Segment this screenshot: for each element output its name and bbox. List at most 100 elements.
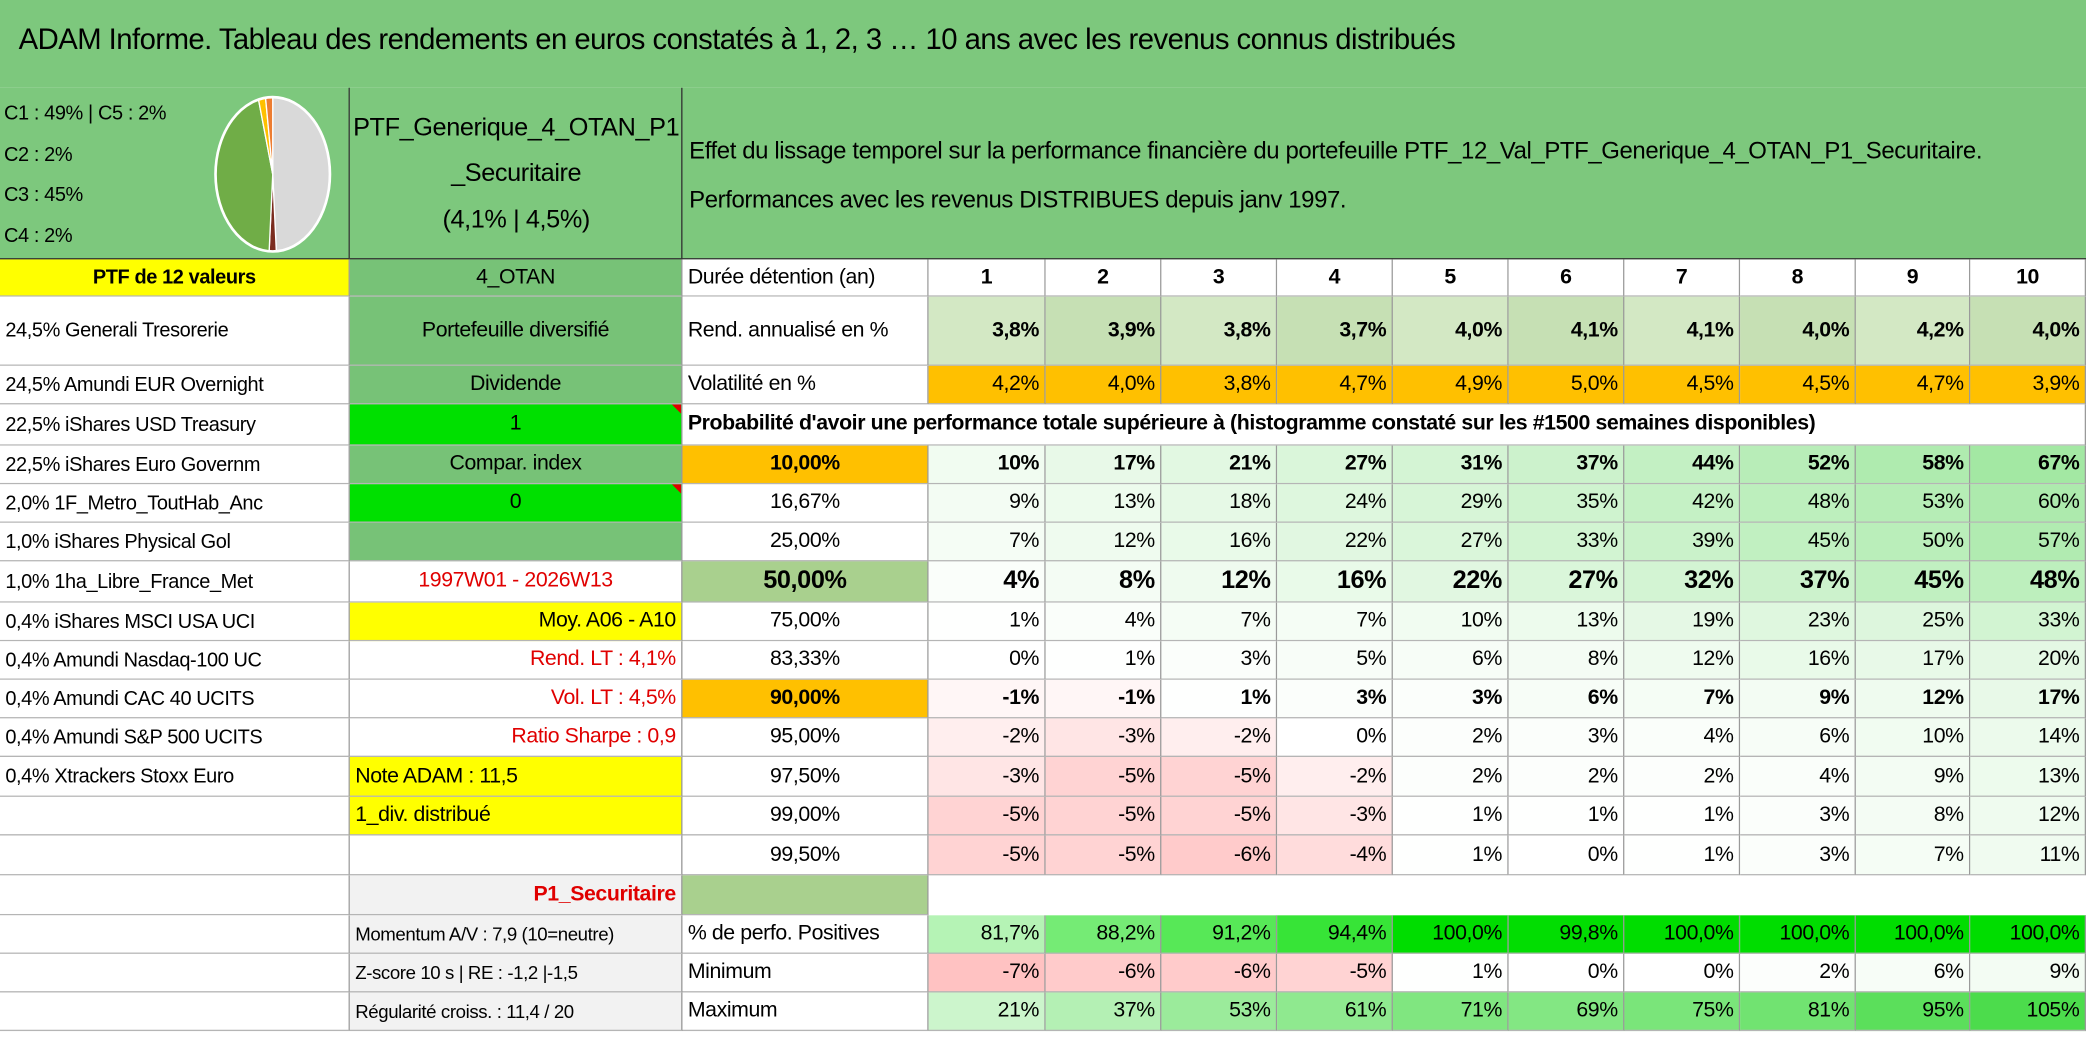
volatility-value: 4,7% bbox=[1277, 365, 1393, 405]
maximum-value: 95% bbox=[1855, 992, 1971, 1032]
side-panel-cell: 1997W01 - 2026W13 bbox=[349, 561, 683, 603]
side-panel-cell: 1 bbox=[349, 404, 683, 446]
volatility-value: 3,9% bbox=[1970, 365, 2086, 405]
percentile-value: 12% bbox=[1970, 796, 2086, 836]
percentile-value: 67% bbox=[1970, 445, 2086, 485]
percentile-value: 12% bbox=[1855, 679, 1971, 719]
percentile-value: 27% bbox=[1508, 561, 1625, 603]
percentile-value: 20% bbox=[1970, 641, 2086, 680]
percentile-value: 3% bbox=[1392, 679, 1509, 719]
side-panel-cell: Note ADAM : 11,5 bbox=[349, 756, 683, 797]
holdings-header: PTF de 12 valeurs bbox=[0, 259, 350, 297]
minimum-value: -6% bbox=[1161, 953, 1278, 993]
percentile-value: 9% bbox=[1855, 756, 1971, 797]
percentile-level: 99,50% bbox=[682, 835, 929, 876]
percentile-value: 3% bbox=[1740, 796, 1856, 836]
percentile-value: 17% bbox=[1855, 641, 1971, 680]
side-panel-cell: 0 bbox=[349, 484, 683, 523]
percentile-value: 19% bbox=[1624, 602, 1741, 642]
portfolio-line: PTF_Generique_4_OTAN_P1 bbox=[353, 114, 680, 143]
row-label: Volatilité en % bbox=[682, 365, 929, 405]
portfolio-line: (4,1% | 4,5%) bbox=[442, 206, 590, 235]
pie-slice bbox=[272, 96, 331, 253]
percentile-value: 7% bbox=[928, 522, 1046, 562]
holding: 0,4% Xtrackers Stoxx Euro bbox=[0, 756, 350, 797]
percentile-level: 75,00% bbox=[682, 602, 929, 642]
percentile-level: 97,50% bbox=[682, 756, 929, 797]
percentile-value: 37% bbox=[1740, 561, 1856, 603]
maximum-value: 81% bbox=[1740, 992, 1856, 1032]
percentile-value: 31% bbox=[1392, 445, 1509, 485]
return-value: 3,9% bbox=[1045, 296, 1162, 366]
side-panel-cell: Portefeuille diversifié bbox=[349, 296, 683, 366]
positive-value: 100,0% bbox=[1392, 915, 1509, 954]
row-label: Minimum bbox=[682, 953, 929, 993]
percentile-value: 6% bbox=[1392, 641, 1509, 680]
percentile-value: 1% bbox=[1508, 796, 1625, 836]
percentile-value: 22% bbox=[1277, 522, 1393, 562]
side-panel-cell bbox=[349, 522, 683, 562]
percentile-value: -3% bbox=[1045, 718, 1162, 757]
return-value: 4,2% bbox=[1855, 296, 1971, 366]
volatility-value: 4,7% bbox=[1855, 365, 1971, 405]
pie-chart bbox=[214, 95, 332, 253]
portfolio-line: _Securitaire bbox=[451, 159, 582, 188]
side-panel-cell: P1_Securitaire bbox=[349, 875, 683, 916]
empty-cell bbox=[0, 953, 350, 993]
percentile-value: 39% bbox=[1624, 522, 1741, 562]
minimum-value: 2% bbox=[1740, 953, 1856, 993]
percentile-value: 8% bbox=[1508, 641, 1625, 680]
percentile-value: 5% bbox=[1277, 641, 1393, 680]
percentile-value: 7% bbox=[1624, 679, 1741, 719]
empty-cell bbox=[1624, 875, 1741, 916]
minimum-value: -7% bbox=[928, 953, 1046, 993]
volatility-value: 4,0% bbox=[1045, 365, 1162, 405]
percentile-value: -2% bbox=[1161, 718, 1278, 757]
percentile-value: 10% bbox=[928, 445, 1046, 485]
percentile-value: 29% bbox=[1392, 484, 1509, 523]
empty-cell bbox=[0, 992, 350, 1032]
side-panel-cell: Z-score 10 s | RE : -1,2 |-1,5 bbox=[349, 953, 683, 993]
description-block: Effet du lissage temporel sur la perform… bbox=[682, 87, 2086, 260]
row-label: % de perfo. Positives bbox=[682, 915, 929, 954]
percentile-value: 1% bbox=[1045, 641, 1162, 680]
positive-value: 81,7% bbox=[928, 915, 1046, 954]
side-panel-cell bbox=[349, 835, 683, 876]
percentile-value: 57% bbox=[1970, 522, 2086, 562]
percentile-value: 4% bbox=[928, 561, 1046, 603]
side-panel-cell: Régularité croiss. : 11,4 / 20 bbox=[349, 992, 683, 1032]
percentile-value: 2% bbox=[1392, 718, 1509, 757]
volatility-value: 3,8% bbox=[1161, 365, 1278, 405]
row-label: Maximum bbox=[682, 992, 929, 1032]
minimum-value: 6% bbox=[1855, 953, 1971, 993]
positive-value: 99,8% bbox=[1508, 915, 1625, 954]
holding: 24,5% Generali Tresorerie bbox=[0, 296, 350, 366]
percentile-value: 10% bbox=[1855, 718, 1971, 757]
pie-rim bbox=[214, 95, 332, 253]
positive-value: 94,4% bbox=[1277, 915, 1393, 954]
percentile-value: 3% bbox=[1508, 718, 1625, 757]
percentile-value: 1% bbox=[1624, 796, 1741, 836]
percentile-value: 53% bbox=[1855, 484, 1971, 523]
empty-cell bbox=[1045, 875, 1162, 916]
percentile-value: -6% bbox=[1161, 835, 1278, 876]
side-panel-cell: Momentum A/V : 7,9 (10=neutre) bbox=[349, 915, 683, 954]
percentile-value: 52% bbox=[1740, 445, 1856, 485]
percentile-value: 8% bbox=[1855, 796, 1971, 836]
percentile-value: 12% bbox=[1045, 522, 1162, 562]
percentile-value: 12% bbox=[1161, 561, 1278, 603]
percentile-value: 16% bbox=[1740, 641, 1856, 680]
allocation-block: C1 : 49% | C5 : 2% C2 : 2% C3 : 45% C4 :… bbox=[0, 87, 350, 260]
percentile-value: 16% bbox=[1161, 522, 1278, 562]
percentile-value: 9% bbox=[928, 484, 1046, 523]
duration-header: 9 bbox=[1855, 259, 1971, 297]
duration-header: 10 bbox=[1970, 259, 2086, 297]
maximum-value: 75% bbox=[1624, 992, 1741, 1032]
percentile-value: 27% bbox=[1392, 522, 1509, 562]
percentile-value: 17% bbox=[1970, 679, 2086, 719]
percentile-value: -3% bbox=[928, 756, 1046, 797]
percentile-value: 1% bbox=[1392, 835, 1509, 876]
empty-cell bbox=[1970, 875, 2086, 916]
side-panel-cell: 4_OTAN bbox=[349, 259, 683, 297]
